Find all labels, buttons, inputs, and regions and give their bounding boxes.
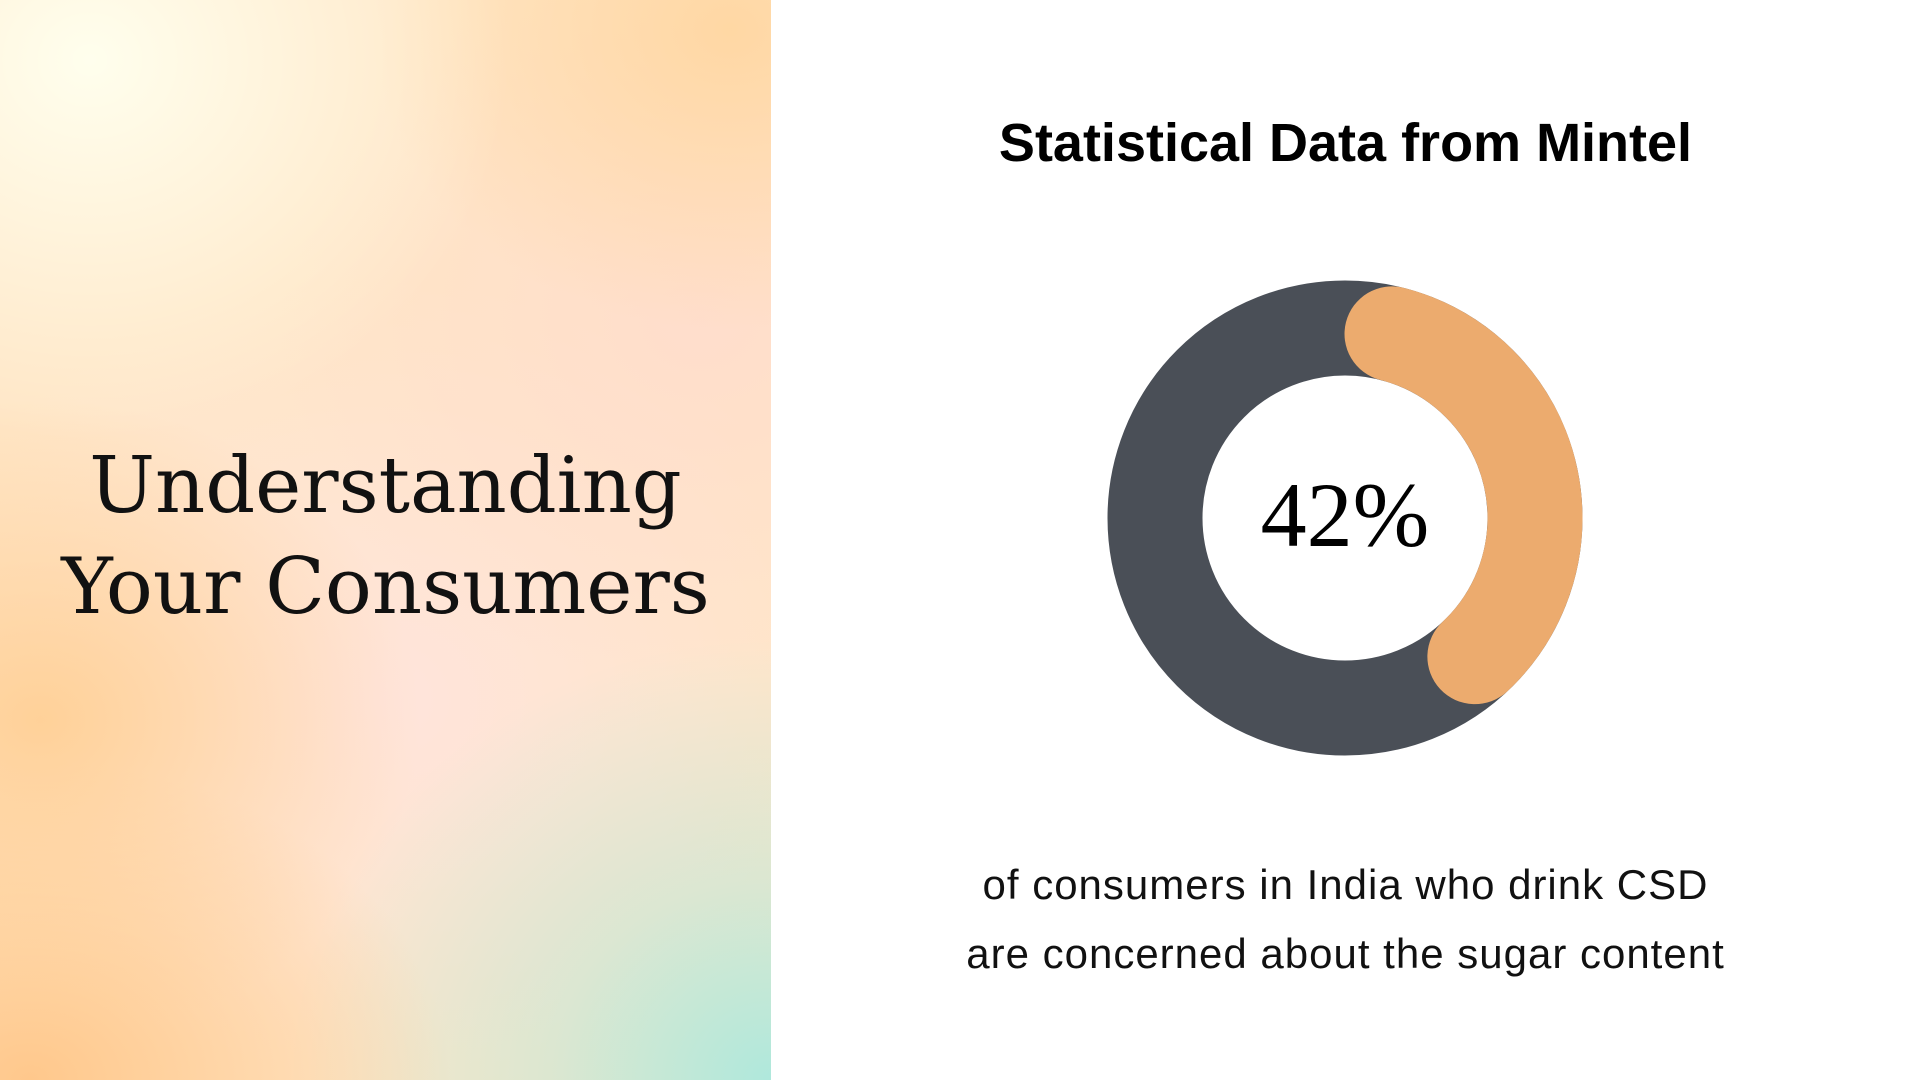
percent-value: 42% xyxy=(1260,464,1430,566)
donut-slice-highlight xyxy=(1344,286,1583,705)
stat-caption-line2: are concerned about the sugar content xyxy=(966,930,1725,977)
section-title-line1: Understanding xyxy=(89,441,682,531)
stat-caption: of consumers in India who drink CSD are … xyxy=(771,850,1920,988)
chart-title: Statistical Data from Mintel xyxy=(998,113,1693,173)
section-title-line2: Your Consumers xyxy=(61,542,710,632)
section-title: Understanding Your Consumers xyxy=(0,436,771,638)
donut-chart xyxy=(1107,280,1583,756)
stat-caption-line1: of consumers in India who drink CSD xyxy=(982,861,1709,908)
gradient-panel: Understanding Your Consumers xyxy=(0,0,771,1080)
